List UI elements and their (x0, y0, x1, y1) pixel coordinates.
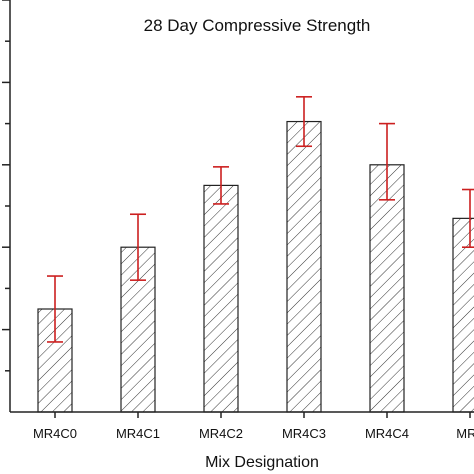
x-tick-label: MR4 (456, 426, 474, 441)
error-bar-mr4c1 (130, 213, 146, 281)
x-axis-title: Mix Designation (205, 454, 319, 471)
error-bars (47, 96, 474, 343)
bar-mr4c4 (369, 164, 405, 413)
chart-title: 28 Day Compressive Strength (144, 16, 371, 35)
error-bar-mr4c3 (296, 96, 312, 148)
error-bar-mr4c2 (213, 166, 229, 205)
y-axis-ticks (2, 0, 10, 372)
x-tick-label: MR4C4 (365, 426, 409, 441)
bar-mr4c2 (203, 184, 239, 413)
x-tick-label: MR4C0 (33, 426, 77, 441)
bars (37, 120, 474, 413)
bar-mr4c3 (286, 120, 322, 413)
x-tick-label: MR4C3 (282, 426, 326, 441)
error-bar-mr4c0 (47, 275, 63, 343)
x-tick-label: MR4C1 (116, 426, 160, 441)
error-bar-mr4c5 (462, 188, 474, 248)
x-tick-labels: MR4C0 MR4C1 MR4C2 MR4C3 MR4C4 MR4 (33, 412, 474, 441)
error-bar-mr4c4 (379, 122, 395, 201)
x-tick-label: MR4C2 (199, 426, 243, 441)
